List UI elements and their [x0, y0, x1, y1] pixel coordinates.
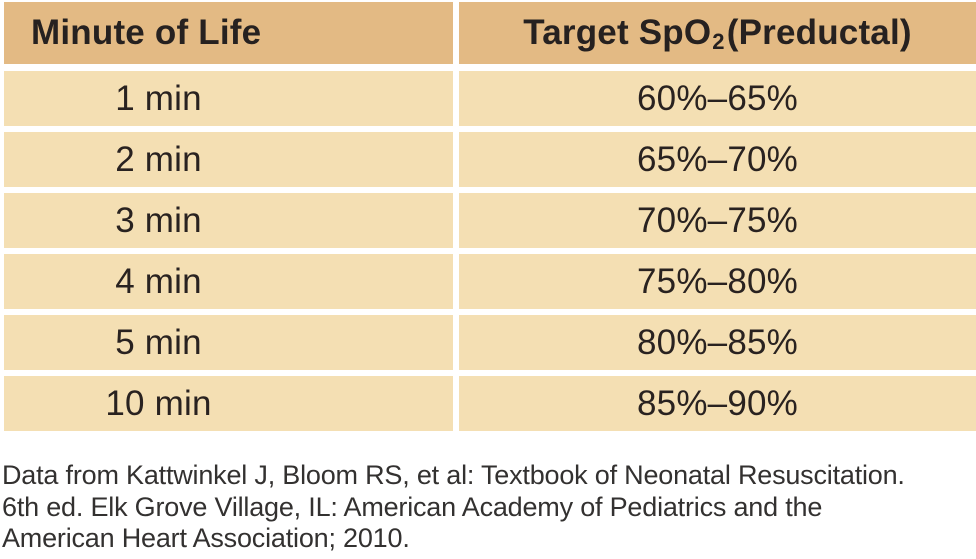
source-citation: Data from Kattwinkel J, Bloom RS, et al:… [2, 460, 905, 555]
minute-cell: 5 min [4, 315, 453, 370]
table-row: 4 min 75%–80% [4, 254, 976, 309]
table-row: 3 min 70%–75% [4, 193, 976, 248]
table-row: 1 min 60%–65% [4, 71, 976, 126]
table-header-row: Minute of Life Target SpO 2 (Preductal) [4, 2, 976, 64]
header-target-suffix: (Preductal) [726, 13, 912, 52]
spo2-target-table: Minute of Life Target SpO 2 (Preductal) 1… [4, 2, 976, 437]
citation-line: Data from Kattwinkel J, Bloom RS, et al:… [2, 460, 905, 490]
header-target-spo2: Target SpO 2 (Preductal) [459, 2, 976, 64]
minute-cell: 1 min [4, 71, 453, 126]
target-cell: 85%–90% [459, 376, 976, 431]
target-cell: 60%–65% [459, 71, 976, 126]
minute-cell: 2 min [4, 132, 453, 187]
target-cell: 65%–70% [459, 132, 976, 187]
citation-line: 6th ed. Elk Grove Village, IL: American … [2, 491, 823, 522]
minute-cell: 10 min [4, 376, 453, 431]
minute-cell: 3 min [4, 193, 453, 248]
header-target-prefix: Target SpO [523, 13, 712, 52]
header-minute-label: Minute of Life [31, 13, 262, 52]
table-row: 10 min 85%–90% [4, 376, 976, 431]
target-cell: 80%–85% [459, 315, 976, 370]
target-cell: 70%–75% [459, 193, 976, 248]
target-cell: 75%–80% [459, 254, 976, 309]
table-row: 5 min 80%–85% [4, 315, 976, 370]
citation-line: American Heart Association; 2010. [2, 523, 410, 553]
header-minute-of-life: Minute of Life [4, 2, 453, 64]
table-row: 2 min 65%–70% [4, 132, 976, 187]
minute-cell: 4 min [4, 254, 453, 309]
